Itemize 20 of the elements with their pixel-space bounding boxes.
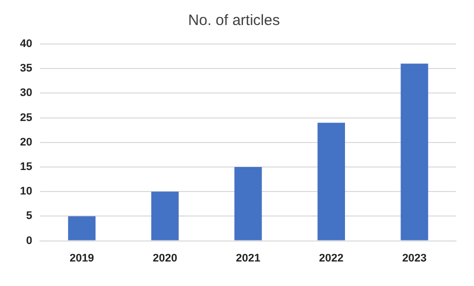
x-tick-label: 2023 [402,252,427,264]
y-tick-label: 15 [20,161,32,174]
y-tick-label: 25 [20,112,32,124]
x-tick-label: 2019 [70,252,94,264]
y-tick-label: 0 [26,234,32,247]
bar [400,64,428,240]
bar [68,216,96,240]
chart-title: No. of articles [188,12,280,30]
y-tick-label: 20 [20,136,32,148]
y-tick-label: 5 [26,210,32,222]
y-tick-label: 30 [20,87,32,100]
x-tick-label: 2021 [236,252,260,264]
x-tick-label: 2022 [319,252,344,264]
y-tick-label: 35 [20,62,32,75]
bar [318,122,345,240]
x-tick-label: 2020 [152,252,178,264]
bar [234,167,262,240]
y-tick-label: 10 [20,186,32,198]
y-tick-label: 40 [20,38,32,50]
bar [151,192,179,240]
